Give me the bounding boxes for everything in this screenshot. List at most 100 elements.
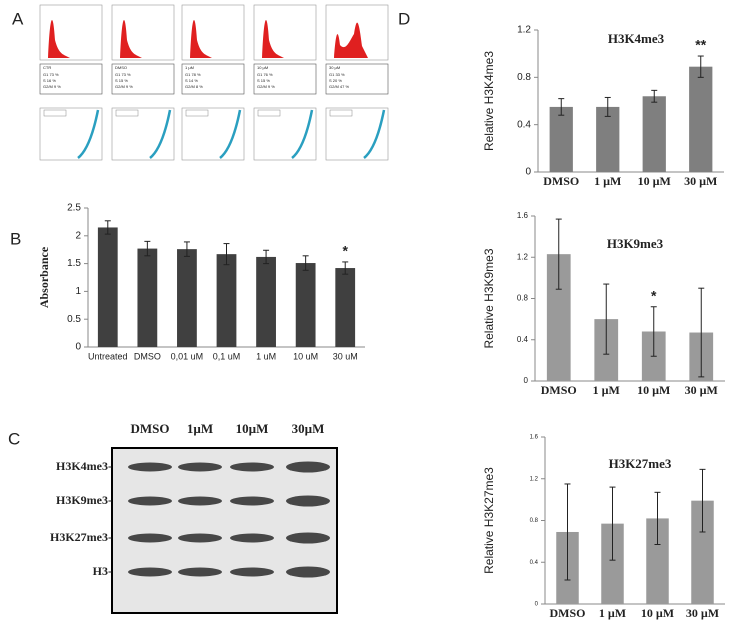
dot-plot-frame <box>181 107 245 161</box>
bar <box>601 523 624 604</box>
blot-band <box>230 567 274 577</box>
x-tick-label: 10 µM <box>641 606 674 620</box>
error-bar <box>555 218 562 290</box>
error-bar <box>558 98 565 116</box>
stat: G2/M 47 % <box>329 84 349 89</box>
histogram-frame <box>39 4 103 61</box>
gate <box>43 109 67 117</box>
x-tick-label: DMSO <box>550 606 586 620</box>
y-tick-label: 0 <box>535 602 539 608</box>
blot-row: H3- <box>93 564 112 578</box>
stat: G1 76 % <box>257 72 273 77</box>
error-bar <box>183 241 190 257</box>
bar <box>335 268 356 347</box>
y-tick-label: 0.5 <box>67 314 81 325</box>
blot-column: 1µM <box>187 421 213 436</box>
sample-label: DMSO <box>115 65 127 70</box>
gate <box>185 109 209 117</box>
blot-frame <box>111 447 338 614</box>
histogram <box>330 22 368 58</box>
blot-band <box>178 567 222 577</box>
stats-box <box>39 63 103 95</box>
stat: G1 73 % <box>43 72 59 77</box>
x-tick-label: 10 uM <box>293 351 318 361</box>
histogram-frame <box>181 4 245 61</box>
blot-band <box>230 533 274 543</box>
y-tick-label: 1.2 <box>517 252 529 261</box>
blot-band <box>286 461 330 473</box>
gate <box>329 109 353 117</box>
chart-title: H3K4me3 <box>608 31 665 46</box>
blot-band <box>178 533 222 543</box>
y-tick-label: 0.4 <box>517 335 529 344</box>
dot-plot-frame <box>253 107 317 161</box>
y-tick-label: 0 <box>524 376 529 385</box>
error-bar <box>223 243 230 266</box>
x-tick-label: DMSO <box>541 383 577 397</box>
bar <box>256 256 276 347</box>
error-bar <box>342 261 349 275</box>
significance: * <box>651 287 657 303</box>
bar <box>295 263 316 347</box>
sample-label: 1 µM <box>185 65 194 70</box>
x-tick-label: DMSO <box>543 174 579 188</box>
error-bar <box>609 486 616 561</box>
bar <box>596 106 620 172</box>
sample-label: CTR <box>43 65 51 70</box>
bar <box>549 106 573 172</box>
x-tick-label: 0,01 uM <box>171 351 204 361</box>
bar <box>689 66 713 172</box>
stat: G2/M 9 % <box>115 84 133 89</box>
y-tick-label: 1.6 <box>517 211 529 220</box>
x-tick-label: 10 µM <box>638 174 671 188</box>
dot-cloud <box>291 109 314 159</box>
blot-band <box>286 566 330 578</box>
stat: S 15 % <box>257 78 270 83</box>
error-bar <box>651 89 658 103</box>
x-tick-label: 1 uM <box>256 351 276 361</box>
blot-column: 30µM <box>292 421 325 436</box>
y-axis-label: Relative H3K4me3 <box>482 51 496 151</box>
bar <box>97 227 118 347</box>
dot-cloud <box>149 109 172 159</box>
bar <box>216 254 237 347</box>
error-bar <box>104 220 111 235</box>
gate <box>115 109 139 117</box>
x-tick-label: 30 µM <box>685 383 718 397</box>
stat: G2/M 8 % <box>185 84 203 89</box>
dot-plot-frame <box>325 107 389 161</box>
error-bar <box>564 483 571 581</box>
error-bar <box>654 491 661 546</box>
y-tick-label: 0.4 <box>517 119 531 130</box>
blot-band <box>128 533 172 543</box>
y-tick-label: 2 <box>75 230 81 241</box>
histogram <box>258 20 284 58</box>
x-tick-label: 30 uM <box>333 351 358 361</box>
blot-band <box>286 495 330 507</box>
blot-row: H3K9me3- <box>56 493 112 507</box>
y-tick-label: 0.8 <box>517 294 529 303</box>
x-tick-label: 1 µM <box>593 383 620 397</box>
stats-box <box>253 63 317 95</box>
y-tick-label: 0 <box>75 342 81 353</box>
sample-label: 10 µM <box>257 65 268 70</box>
histogram-frame <box>253 4 317 61</box>
x-tick-label: DMSO <box>134 351 161 361</box>
error-bar <box>698 287 705 378</box>
y-axis-label: Relative H3K27me3 <box>482 467 496 574</box>
blot-band <box>128 567 172 577</box>
x-tick-label: 30 µM <box>686 606 719 620</box>
y-tick-label: 1 <box>75 286 81 297</box>
bar <box>137 248 158 347</box>
bar <box>691 500 714 604</box>
stat: G1 78 % <box>185 72 201 77</box>
panel-label: A <box>12 9 24 28</box>
blot-column: 10µM <box>236 421 269 436</box>
bar <box>646 518 669 604</box>
y-tick-label: 1.6 <box>530 435 539 441</box>
stats-box <box>325 63 389 95</box>
stat: S 20 % <box>329 78 342 83</box>
stat: S 14 % <box>185 78 198 83</box>
